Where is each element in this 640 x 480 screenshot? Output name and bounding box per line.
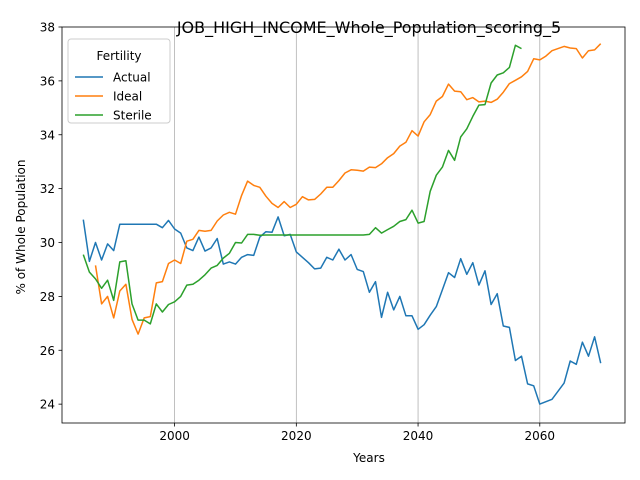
y-tick-label: 34	[40, 128, 55, 142]
x-tick-label: 2020	[281, 429, 312, 443]
x-tick-label: 2060	[525, 429, 556, 443]
y-tick-label: 30	[40, 236, 55, 250]
series-line-sterile	[82, 44, 522, 325]
y-tick-label: 26	[40, 344, 55, 358]
series-line-ideal	[94, 43, 602, 335]
y-axis-ticks: 24 26 28 30 32 34 36 38	[40, 21, 62, 412]
y-tick-label: 24	[40, 398, 55, 412]
y-tick-label: 38	[40, 21, 55, 35]
y-tick-label: 28	[40, 290, 55, 304]
legend-label-actual: Actual	[113, 71, 151, 85]
legend-label-ideal: Ideal	[113, 90, 142, 104]
plot-frame	[61, 26, 626, 424]
x-axis-ticks: 2000 2020 2040 2060	[159, 423, 555, 443]
y-tick-label: 36	[40, 74, 55, 88]
legend-box	[67, 38, 171, 124]
y-tick-label: 32	[40, 182, 55, 196]
legend-items: Actual Ideal Sterile	[75, 71, 152, 123]
x-tick-label: 2000	[159, 429, 190, 443]
legend-label-sterile: Sterile	[113, 109, 152, 123]
x-axis-label: Years	[352, 451, 385, 465]
gridlines	[174, 27, 541, 423]
chart-title: JOB_HIGH_INCOME_Whole_Population_scoring…	[176, 18, 561, 38]
y-axis-label: % of Whole Population	[14, 160, 28, 295]
x-tick-label: 2040	[403, 429, 434, 443]
series-line-actual	[82, 216, 602, 405]
legend: Fertility Actual Ideal Sterile	[67, 38, 171, 124]
legend-title: Fertility	[96, 49, 141, 63]
series-lines	[82, 43, 602, 405]
